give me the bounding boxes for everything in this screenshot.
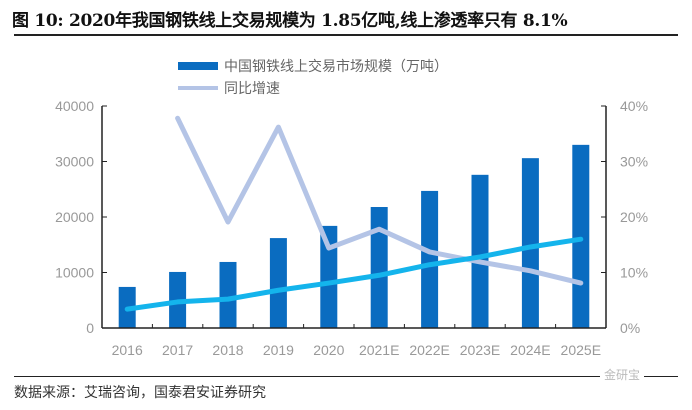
x-tick-label: 2021E [359,342,399,358]
x-tick-label: 2024E [510,342,550,358]
legend-label-growth: 同比增速 [224,81,280,97]
x-tick-label: 2022E [409,342,449,358]
bar-2023E [471,174,489,328]
legend-item-growth: 同比增速 [178,77,448,99]
left-tick-label: 20000 [55,209,94,225]
penetration-line [124,236,584,312]
chart-title: 图 10: 2020年我国钢铁线上交易规模为 1.85亿吨,线上渗透率只有 8.… [12,11,568,31]
legend-swatch-growth [178,86,218,90]
left-tick-label: 0 [86,320,94,336]
bar-2021E [370,207,388,328]
x-tick-label: 2019 [263,342,294,358]
left-tick-label: 10000 [55,265,94,281]
bar-2022E [421,190,439,328]
legend-item-bar: 中国钢铁线上交易市场规模（万吨） [178,55,448,77]
x-tick-label: 2017 [162,342,193,358]
title-rule [14,34,678,36]
right-tick-label: 40% [620,98,648,114]
chart-plot: 0 10000 20000 30000 40000 0% 10% 20% 30% 40% 2016 2… [55,98,648,358]
x-tick-label: 2020 [313,342,344,358]
x-tick-label: 2016 [112,342,143,358]
watermark-logo: 金研宝 [600,366,645,383]
bar-2019 [269,238,287,328]
x-tick-label: 2025E [561,342,601,358]
data-source: 数据来源：艾瑞咨询，国泰君安证券研究 [14,385,266,401]
bar-2025E [572,144,590,328]
legend-label-bar: 中国钢铁线上交易市场规模（万吨） [224,59,448,75]
legend: 中国钢铁线上交易市场规模（万吨） 同比增速 [178,55,448,99]
bar-2024E [521,158,539,328]
left-tick-label: 40000 [55,98,94,114]
footer-rule [14,376,678,377]
right-tick-label: 0% [620,320,640,336]
legend-swatch-bar [178,62,218,70]
right-tick-label: 10% [620,265,648,281]
bar-2020 [320,225,338,328]
left-tick-label: 30000 [55,154,94,170]
x-tick-label: 2018 [212,342,243,358]
bar-2018 [219,261,237,328]
right-tick-label: 30% [620,154,648,170]
x-tick-label: 2023E [460,342,500,358]
right-tick-label: 20% [620,209,648,225]
